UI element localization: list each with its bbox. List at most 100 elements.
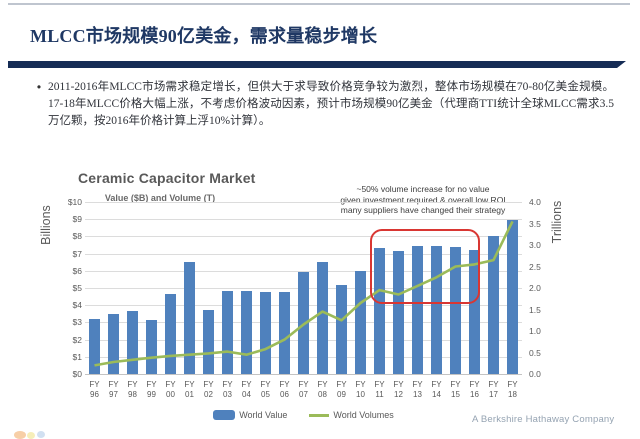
y-tick-right: 2.5 xyxy=(529,261,541,272)
bullet-text: 2011-2016年MLCC市场需求稳定增长，但供大于求导致价格竞争较为激烈，整… xyxy=(48,81,614,127)
bar-world-value xyxy=(393,251,404,374)
legend-item-world-volumes: World Volumes xyxy=(309,410,394,420)
logo-blob xyxy=(37,431,45,438)
title-divider xyxy=(8,61,626,68)
gridline xyxy=(85,374,522,375)
x-tick-label: FY 05 xyxy=(260,380,271,399)
y-tick-right: 1.0 xyxy=(529,326,541,336)
x-tick-label: FY 02 xyxy=(203,380,214,399)
logo-blob xyxy=(14,431,26,439)
legend-item-world-value: World Value xyxy=(213,410,287,420)
legend-bar-swatch xyxy=(213,410,236,420)
top-divider xyxy=(8,3,630,5)
x-tick-label: FY 15 xyxy=(450,380,461,399)
bar-world-value xyxy=(279,292,290,374)
logo-blob xyxy=(27,432,35,439)
bar-world-value xyxy=(488,236,499,374)
bar-world-value xyxy=(317,262,328,374)
x-tick-label: FY 07 xyxy=(298,380,309,399)
x-tick-label: FY 96 xyxy=(89,380,100,399)
x-tick-label: FY 09 xyxy=(336,380,347,399)
chart-title: Ceramic Capacitor Market xyxy=(78,170,256,186)
bar-world-value xyxy=(374,247,385,374)
highlight-box xyxy=(369,229,480,304)
x-tick-label: FY 08 xyxy=(317,380,328,399)
x-tick-label: FY 11 xyxy=(374,380,385,399)
bar-world-value xyxy=(298,271,309,374)
plot-area xyxy=(85,202,522,375)
y-tick-left: $7 xyxy=(72,248,82,259)
x-tick-label: FY 04 xyxy=(241,380,252,399)
chart-legend: World Value World Volumes xyxy=(85,410,522,420)
gridline xyxy=(85,202,522,203)
bar-world-value xyxy=(203,310,214,374)
x-tick-label: FY 18 xyxy=(507,380,518,399)
partial-logo xyxy=(12,429,48,439)
bar-world-value xyxy=(450,246,461,374)
x-tick-label: FY 16 xyxy=(469,380,480,399)
y-tick-left: $5 xyxy=(72,283,82,293)
y-tick-left: $10 xyxy=(67,197,82,207)
y-tick-right: 1.5 xyxy=(529,304,541,315)
legend-line-swatch xyxy=(309,413,330,417)
bar-world-value xyxy=(355,270,366,374)
chart-annotation: ~50% volume increase for no value given … xyxy=(295,184,551,216)
x-tick-label: FY 98 xyxy=(127,380,138,399)
bar-world-value xyxy=(260,292,271,374)
y-tick-right: 4.0 xyxy=(529,197,541,207)
gridline xyxy=(85,219,522,221)
y-tick-left: $9 xyxy=(72,214,82,225)
x-tick-label: FY 97 xyxy=(108,380,119,399)
y-tick-left: $0 xyxy=(72,369,82,379)
bar-world-value xyxy=(241,290,252,374)
x-tick-label: FY 00 xyxy=(165,380,176,399)
slide-title: MLCC市场规模90亿美金，需求量稳步增长 xyxy=(30,26,378,46)
y-tick-left: $4 xyxy=(72,300,82,311)
bar-world-value xyxy=(146,319,157,374)
annotation-line: many suppliers have changed their strate… xyxy=(340,205,506,215)
x-tick-label: FY 10 xyxy=(355,380,366,399)
world-volumes-line xyxy=(94,220,514,367)
y-tick-right: 0.5 xyxy=(529,347,541,358)
bullet-item: • 2011-2016年MLCC市场需求稳定增长，但供大于求导致价格竞争较为激烈… xyxy=(30,79,614,130)
x-tick-label: FY 03 xyxy=(222,380,233,399)
bar-world-value xyxy=(222,291,233,374)
bar-world-value xyxy=(127,311,138,374)
gridline xyxy=(85,270,522,272)
y-tick-left: $6 xyxy=(72,265,82,276)
bar-world-value xyxy=(184,262,195,374)
bar-world-value xyxy=(412,245,423,374)
bar-world-value xyxy=(336,284,347,374)
y-tick-right: 0.0 xyxy=(529,369,541,379)
y-tick-right: 2.0 xyxy=(529,283,541,293)
y-tick-right: 3.5 xyxy=(529,218,541,229)
legend-label: World Volumes xyxy=(333,410,394,420)
x-tick-label: FY 13 xyxy=(412,380,423,399)
gridline xyxy=(85,236,522,238)
gridline xyxy=(85,253,522,255)
x-tick-label: FY 17 xyxy=(488,380,499,399)
bar-world-value xyxy=(165,294,176,374)
y-tick-left: $8 xyxy=(72,231,82,242)
bar-world-value xyxy=(108,313,119,374)
annotation-line: ~50% volume increase for no value xyxy=(356,184,490,194)
bar-world-value xyxy=(89,318,100,374)
x-tick-label: FY 14 xyxy=(431,380,442,399)
annotation-line: given investment required & overall low … xyxy=(340,194,506,205)
y-tick-left: $1 xyxy=(72,351,82,362)
y-tick-right: 3.0 xyxy=(529,240,541,250)
x-tick-label: FY 01 xyxy=(184,380,195,399)
brand-tagline: A Berkshire Hathaway Company xyxy=(472,414,615,425)
bar-world-value xyxy=(431,245,442,374)
bar-world-value xyxy=(469,250,480,374)
bar-world-value xyxy=(507,220,518,374)
x-tick-label: FY 06 xyxy=(279,380,290,399)
chart-subtitle: Value ($B) and Volume (T) xyxy=(104,193,216,203)
right-axis-title: Trillions xyxy=(550,200,564,244)
x-tick-label: FY 12 xyxy=(393,380,404,399)
y-tick-left: $3 xyxy=(72,317,82,328)
y-tick-left: $2 xyxy=(72,334,82,345)
x-tick-label: FY 99 xyxy=(146,380,157,399)
legend-label: World Value xyxy=(239,410,288,420)
bullet-marker: • xyxy=(36,80,42,94)
